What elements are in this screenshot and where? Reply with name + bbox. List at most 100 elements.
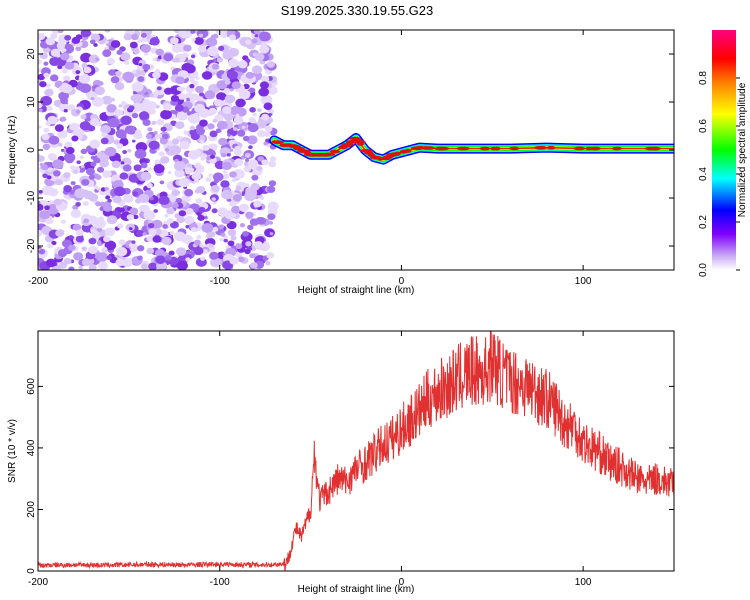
noise-blob xyxy=(131,93,143,103)
noise-blob xyxy=(49,208,58,215)
noise-blob xyxy=(129,41,138,49)
noise-blob xyxy=(38,230,43,237)
noise-blob xyxy=(155,48,164,56)
noise-blob xyxy=(106,58,115,65)
noise-blob xyxy=(106,215,118,225)
noise-blob xyxy=(71,135,79,142)
noise-blob xyxy=(209,251,219,260)
noise-blob xyxy=(166,207,175,215)
noise-blob xyxy=(249,253,256,259)
noise-blob xyxy=(131,139,136,143)
noise-blob xyxy=(208,173,213,178)
noise-blob xyxy=(220,32,228,38)
colorbar-label: Normalized spectral amplitude xyxy=(737,82,748,217)
noise-blob xyxy=(243,165,252,173)
noise-blob xyxy=(110,40,121,48)
noise-blob xyxy=(222,173,230,180)
noise-blob xyxy=(38,68,42,72)
signal-peak xyxy=(370,155,382,160)
noise-blob xyxy=(147,167,152,171)
signal-peak xyxy=(585,146,593,151)
noise-blob xyxy=(104,170,112,177)
noise-blob xyxy=(235,100,243,107)
noise-blob xyxy=(38,248,46,255)
noise-blob xyxy=(135,129,142,135)
noise-blob xyxy=(191,37,196,42)
noise-blob xyxy=(170,37,179,45)
noise-blob xyxy=(65,146,75,155)
signal-peak xyxy=(405,148,412,153)
top-x-tick-label: -100 xyxy=(210,276,230,287)
noise-blob xyxy=(268,220,274,225)
noise-blob xyxy=(51,240,57,246)
noise-blob xyxy=(118,239,126,246)
noise-blob xyxy=(140,263,148,270)
noise-blob xyxy=(158,151,165,157)
noise-blob xyxy=(72,223,82,231)
noise-blob xyxy=(226,220,237,230)
noise-blob xyxy=(229,171,237,178)
noise-blob xyxy=(103,204,113,212)
noise-blob xyxy=(229,256,239,265)
noise-blob xyxy=(38,32,46,41)
noise-blob xyxy=(195,198,203,204)
noise-blob xyxy=(106,255,113,261)
noise-blob xyxy=(189,128,199,136)
noise-blob xyxy=(131,112,139,119)
noise-blob xyxy=(223,113,234,122)
noise-blob xyxy=(60,97,69,105)
noise-blob xyxy=(116,49,123,55)
noise-blob xyxy=(122,149,128,154)
noise-blob xyxy=(269,109,275,114)
noise-blob xyxy=(247,224,254,230)
noise-blob xyxy=(68,244,76,251)
noise-blob xyxy=(248,145,253,150)
noise-blob xyxy=(114,82,125,91)
top-x-tick-label: 100 xyxy=(575,276,592,287)
noise-blob xyxy=(162,102,172,111)
noise-blob xyxy=(159,180,165,185)
noise-blob xyxy=(223,238,229,243)
noise-blob xyxy=(124,125,136,135)
noise-blob xyxy=(175,197,183,204)
noise-blob xyxy=(128,241,137,249)
noise-blob xyxy=(254,52,265,62)
noise-blob xyxy=(149,196,154,201)
noise-blob xyxy=(194,149,202,156)
noise-blob xyxy=(42,143,51,150)
noise-blob xyxy=(44,205,50,211)
noise-blob xyxy=(53,170,61,177)
noise-blob xyxy=(55,229,65,237)
noise-blob xyxy=(196,234,202,240)
noise-blob xyxy=(190,54,196,59)
noise-blob xyxy=(200,153,208,159)
noise-blob xyxy=(251,174,259,181)
noise-blob xyxy=(223,170,228,174)
signal-track xyxy=(269,133,674,165)
noise-blob xyxy=(123,194,134,203)
noise-blob xyxy=(234,158,244,166)
noise-blob xyxy=(131,33,139,41)
noise-blob xyxy=(142,63,151,71)
noise-blob xyxy=(115,129,127,139)
noise-blob xyxy=(204,90,216,100)
noise-blob xyxy=(253,200,262,208)
noise-blob xyxy=(79,83,92,94)
noise-blob xyxy=(244,248,251,255)
noise-blob xyxy=(118,104,123,108)
noise-blob xyxy=(213,99,224,107)
bottom-y-tick-label: 400 xyxy=(26,439,37,456)
noise-blob xyxy=(167,171,172,175)
noise-blob xyxy=(184,64,196,74)
signal-peak xyxy=(364,151,374,155)
noise-blob xyxy=(180,30,192,37)
noise-blob xyxy=(124,60,130,65)
noise-blob xyxy=(101,132,107,137)
noise-blob xyxy=(121,258,133,268)
noise-blob xyxy=(256,165,263,171)
noise-blob xyxy=(219,238,224,242)
noise-blob xyxy=(226,70,238,80)
noise-blob xyxy=(187,167,194,173)
noise-blob xyxy=(195,76,200,80)
noise-blob xyxy=(153,131,158,135)
